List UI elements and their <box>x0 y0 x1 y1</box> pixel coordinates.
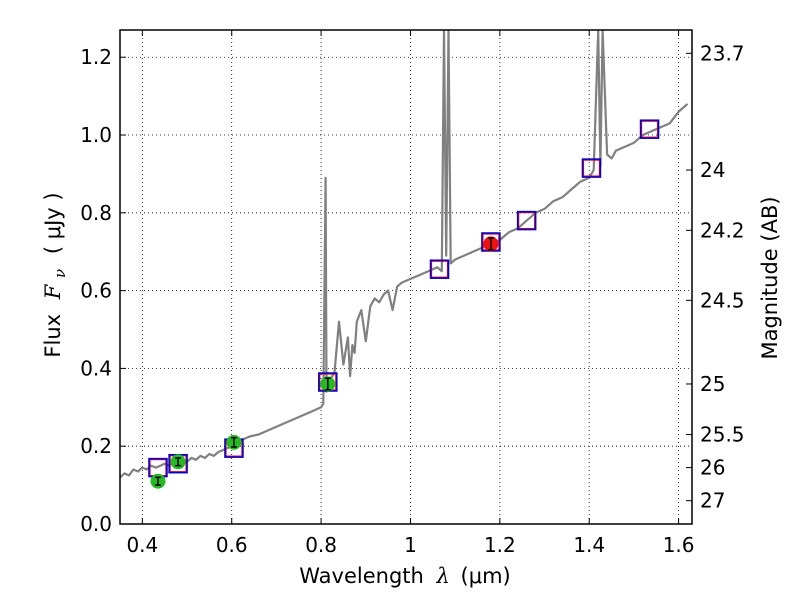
x-tick-label: 1.4 <box>573 533 605 557</box>
x-tick-label: 1.6 <box>663 533 695 557</box>
x-axis-label: Wavelength λ (μm) <box>299 564 510 588</box>
x-tick-label: 0.8 <box>305 533 337 557</box>
model-points-layer <box>148 119 660 478</box>
magnitude-tick-label: 24 <box>700 158 725 182</box>
y-axis-label-prefix: Flux <box>41 314 65 358</box>
y-tick-label: 0.8 <box>80 201 112 225</box>
magnitude-tick-label: 25 <box>700 372 725 396</box>
magnitude-tick-label: 24.5 <box>700 288 745 312</box>
model-point-inner <box>518 211 536 230</box>
magnitude-tick-label: 23.7 <box>700 41 745 65</box>
y-tick-label: 1.0 <box>80 123 112 147</box>
x-axis-label-symbol: λ <box>436 564 450 588</box>
plot-frame <box>119 29 693 525</box>
model-point-inner <box>582 159 601 177</box>
y-tick-label: 0.4 <box>80 356 112 380</box>
y-axis-label-unit: ( μJy ) <box>41 192 65 254</box>
model-point-inner <box>430 260 449 278</box>
magnitude-axis-ticks: 23.7 24 24.2 24.5 25 25.5 26 27 <box>686 41 745 513</box>
x-axis-label-prefix: Wavelength <box>299 564 424 588</box>
y-axis-label: Flux F ν ( μJy ) <box>41 192 70 357</box>
x-tick-label: 0.6 <box>216 533 248 557</box>
y-axis-label-symbol: F <box>41 283 65 300</box>
magnitude-tick-label: 25.5 <box>700 423 745 447</box>
magnitude-axis-label: Magnitude (AB) <box>758 196 782 359</box>
y-tick-label: 1.2 <box>80 45 112 69</box>
observed-points-layer <box>150 236 499 489</box>
y-tick-label: 0.2 <box>80 434 112 458</box>
y-axis-ticks: 0.0 0.2 0.4 0.6 0.8 1.0 1.2 <box>80 45 126 536</box>
model-point <box>516 210 537 231</box>
y-axis-label-subscript: ν <box>51 269 69 278</box>
magnitude-tick-label: 27 <box>700 489 725 513</box>
y-tick-label: 0.0 <box>80 512 112 536</box>
x-tick-label: 1.2 <box>484 533 516 557</box>
x-axis-label-unit: (μm) <box>461 564 511 588</box>
spectrum-line <box>120 30 689 479</box>
model-point-inner <box>640 120 659 138</box>
model-point <box>581 158 602 178</box>
x-tick-label: 1 <box>404 533 417 557</box>
spectrum-layer <box>120 30 689 479</box>
model-point <box>429 259 450 279</box>
model-point <box>639 119 660 139</box>
y-tick-label: 0.6 <box>80 279 112 303</box>
magnitude-tick-label: 24.2 <box>700 218 745 242</box>
x-axis-ticks: 0.4 0.6 0.8 1 1.2 1.4 1.6 <box>126 30 695 557</box>
magnitude-tick-label: 26 <box>700 456 725 480</box>
x-tick-label: 0.4 <box>126 533 158 557</box>
